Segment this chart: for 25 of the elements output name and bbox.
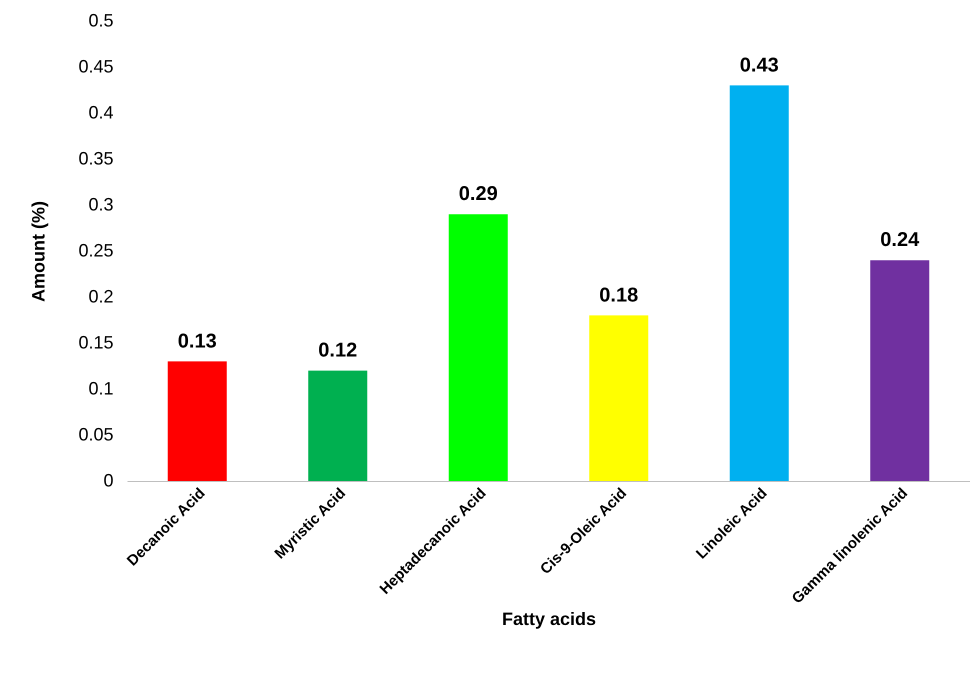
data-label: 0.12	[318, 340, 358, 362]
data-label: 0.29	[458, 183, 498, 206]
y-tick-label: 0.4	[88, 102, 114, 122]
bar	[308, 370, 368, 481]
bar	[168, 361, 227, 481]
bar	[448, 214, 508, 481]
y-tick-label: 0.35	[78, 148, 114, 168]
bar	[870, 260, 930, 481]
y-tick-label: 0.2	[88, 286, 114, 306]
data-label: 0.18	[599, 284, 638, 306]
data-label: 0.24	[880, 229, 920, 252]
bar	[589, 315, 648, 481]
y-tick-label: 0.1	[88, 378, 114, 398]
y-tick-label: 0.3	[88, 194, 114, 214]
y-tick-label: 0.45	[78, 56, 114, 76]
y-tick-label: 0.05	[78, 424, 114, 444]
y-tick-label: 0.5	[88, 10, 114, 30]
y-tick-label: 0.15	[78, 332, 114, 352]
y-tick-label: 0	[103, 470, 114, 490]
x-axis-title: Fatty acids	[502, 608, 596, 629]
data-label: 0.43	[740, 54, 779, 76]
data-label: 0.13	[178, 330, 217, 352]
bar	[730, 85, 789, 481]
y-axis-title: Amount (%)	[28, 201, 48, 302]
y-tick-label: 0.25	[78, 240, 114, 260]
